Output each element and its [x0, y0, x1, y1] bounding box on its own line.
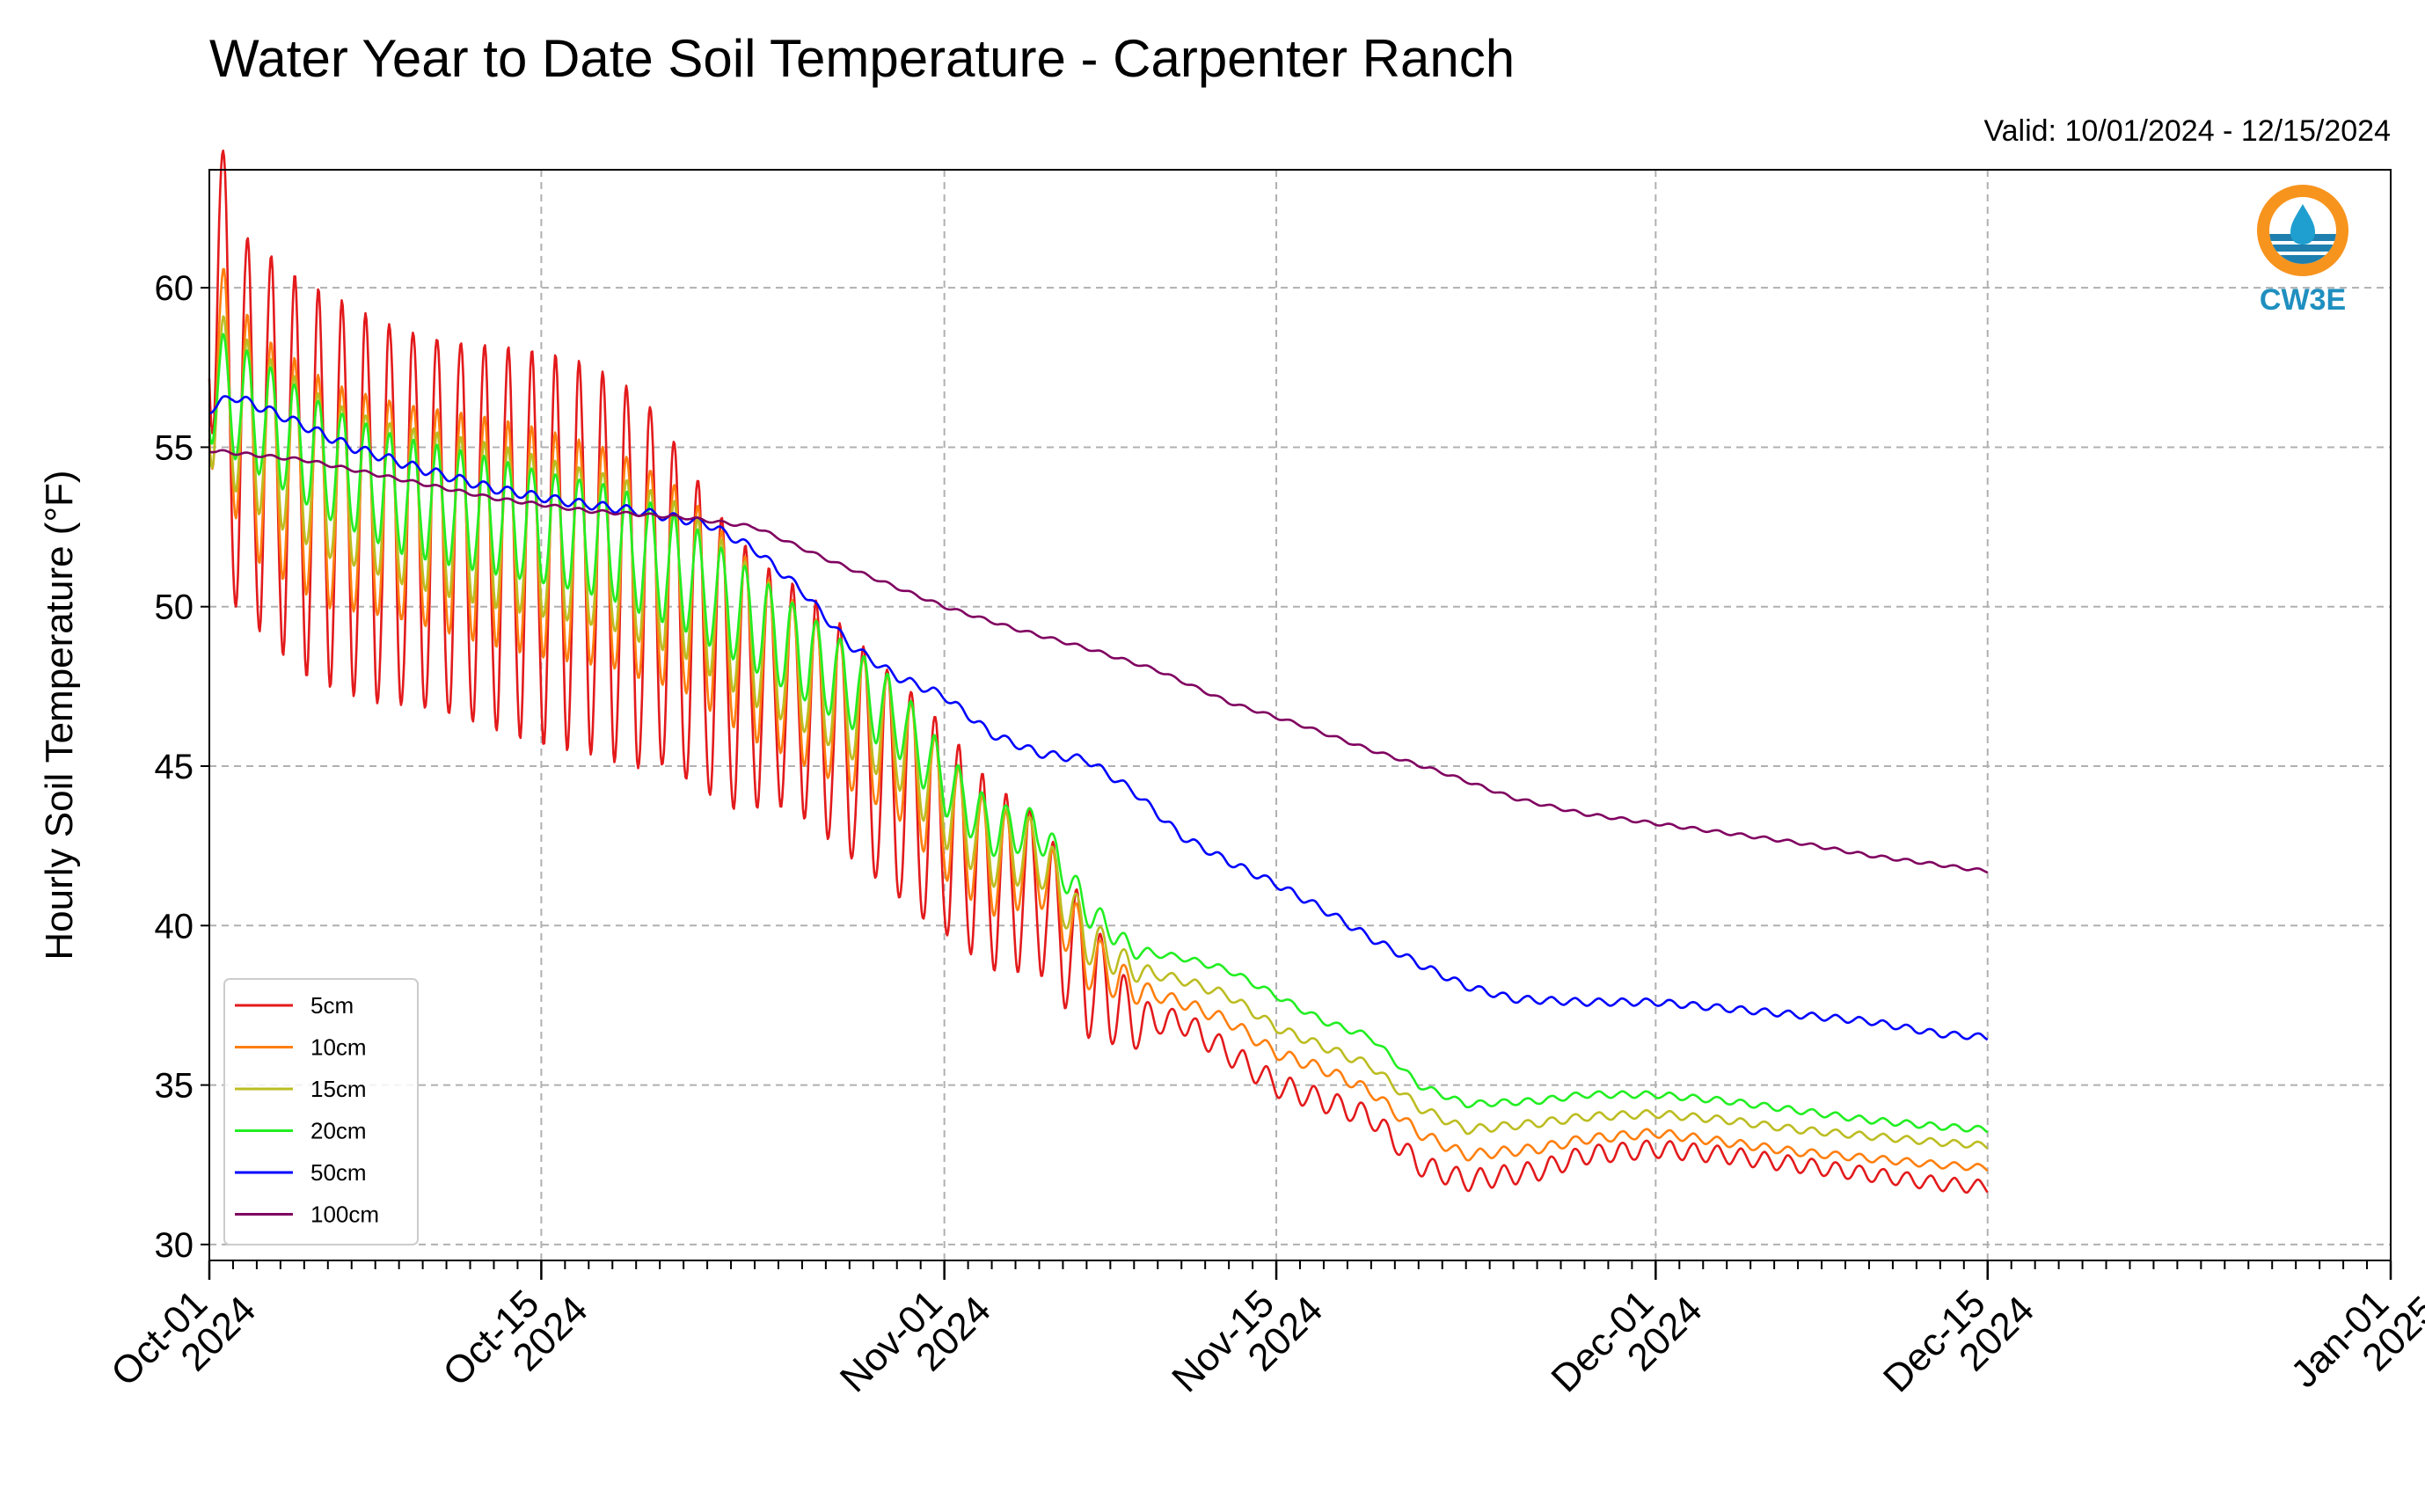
series-line-15cm: [208, 315, 1989, 1150]
y-tick-label: 50: [155, 588, 194, 627]
y-axis-label: Hourly Soil Temperature (°F): [38, 470, 81, 960]
legend: 5cm 10cm 15cm 20cm 50cm 100cm: [223, 978, 419, 1245]
legend-entry: 50cm: [310, 1159, 367, 1186]
series-line-20cm: [208, 332, 1989, 1134]
legend-entry: 100cm: [310, 1202, 379, 1228]
y-axis: 30 35 40 45 50 55 60: [155, 269, 209, 1265]
cw3e-logo: CW3E: [2257, 185, 2348, 317]
series-line-10cm: [208, 267, 1989, 1172]
legend-entry: 15cm: [310, 1076, 367, 1102]
y-tick-label: 60: [155, 269, 194, 308]
legend-entry: 20cm: [310, 1118, 367, 1144]
series-line-100cm: [208, 449, 1989, 874]
legend-entry: 10cm: [310, 1034, 367, 1061]
plot-frame: [208, 169, 2392, 1261]
series-lines: [208, 150, 1989, 1194]
valid-date-range: Valid: 10/01/2024 - 12/15/2024: [1983, 114, 2391, 148]
series-line-5cm: [208, 150, 1989, 1194]
legend-entry: 5cm: [310, 992, 354, 1019]
y-tick-label: 35: [155, 1067, 194, 1106]
logo-droplet-icon: [2290, 204, 2315, 245]
series-line-50cm: [208, 395, 1989, 1041]
legend-box: [223, 978, 419, 1245]
grid-lines: [208, 170, 2392, 1260]
logo-text: CW3E: [2260, 283, 2346, 317]
y-tick-label: 45: [155, 748, 194, 786]
y-tick-label: 55: [155, 428, 194, 467]
y-tick-label: 30: [155, 1226, 194, 1265]
chart-title: Water Year to Date Soil Temperature - Ca…: [209, 29, 1515, 88]
y-tick-label: 40: [155, 907, 194, 946]
